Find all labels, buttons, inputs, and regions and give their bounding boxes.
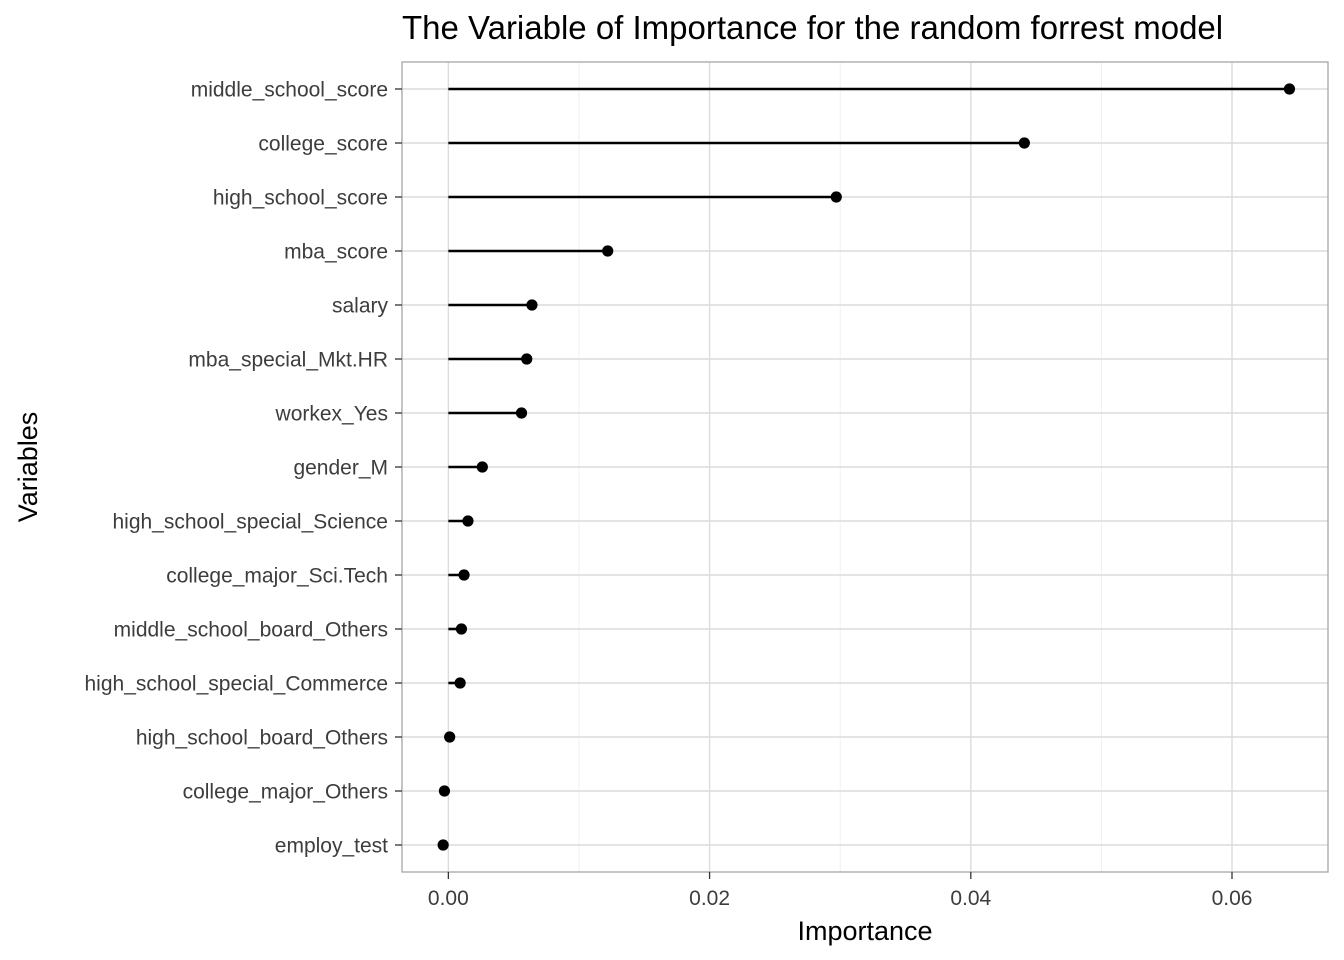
chart-title: The Variable of Importance for the rando… <box>402 9 1223 46</box>
y-tick-label-4: salary <box>332 295 389 318</box>
lollipop-dot-1 <box>1018 137 1030 149</box>
y-tick-label-1: college_score <box>258 133 388 156</box>
grid-layer <box>402 62 1328 872</box>
lollipop-dot-13 <box>438 785 451 797</box>
lollipop-dot-7 <box>476 461 488 473</box>
y-tick-label-12: high_school_board_Others <box>136 727 388 750</box>
x-axis: 0.00 0.02 0.04 0.06 <box>428 872 1253 910</box>
y-axis: middle_school_score college_score high_sch… <box>85 79 402 858</box>
lollipop-dot-0 <box>1283 83 1296 95</box>
y-tick-label-14: employ_test <box>275 835 388 858</box>
x-tick-label-3: 0.06 <box>1212 887 1253 910</box>
y-tick-label-8: high_school_special_Science <box>112 511 388 534</box>
lollipop-dot-8 <box>462 515 474 527</box>
y-tick-label-5: mba_special_Mkt.HR <box>188 349 388 372</box>
y-tick-label-9: college_major_Sci.Tech <box>166 565 388 588</box>
lollipop-dot-12 <box>444 731 456 743</box>
y-tick-label-11: high_school_special_Commerce <box>85 673 389 696</box>
x-axis-title: Importance <box>797 916 932 946</box>
lollipop-dot-11 <box>454 677 466 689</box>
lollipop-dot-4 <box>526 299 538 311</box>
stem-layer <box>443 87 1290 847</box>
lollipop-dot-3 <box>602 245 614 257</box>
y-axis-title: Variables <box>13 412 43 523</box>
lollipop-dot-9 <box>458 569 470 581</box>
lollipop-dot-2 <box>830 191 842 203</box>
x-tick-label-1: 0.02 <box>689 887 730 910</box>
x-tick-label-2: 0.04 <box>950 887 991 910</box>
y-tick-label-6: workex_Yes <box>275 403 388 426</box>
lollipop-dot-5 <box>521 353 533 365</box>
y-tick-label-3: mba_score <box>284 241 388 264</box>
y-tick-label-10: middle_school_board_Others <box>114 619 388 642</box>
lollipop-dot-10 <box>455 623 468 635</box>
y-tick-label-0: middle_school_score <box>191 79 388 102</box>
lollipop-dot-6 <box>515 407 528 419</box>
dot-layer <box>437 83 1296 851</box>
x-tick-label-0: 0.00 <box>428 887 469 910</box>
y-tick-label-13: college_major_Others <box>183 781 388 804</box>
y-tick-label-7: gender_M <box>293 457 388 480</box>
lollipop-dot-14 <box>437 839 449 851</box>
y-tick-label-2: high_school_score <box>213 187 388 210</box>
